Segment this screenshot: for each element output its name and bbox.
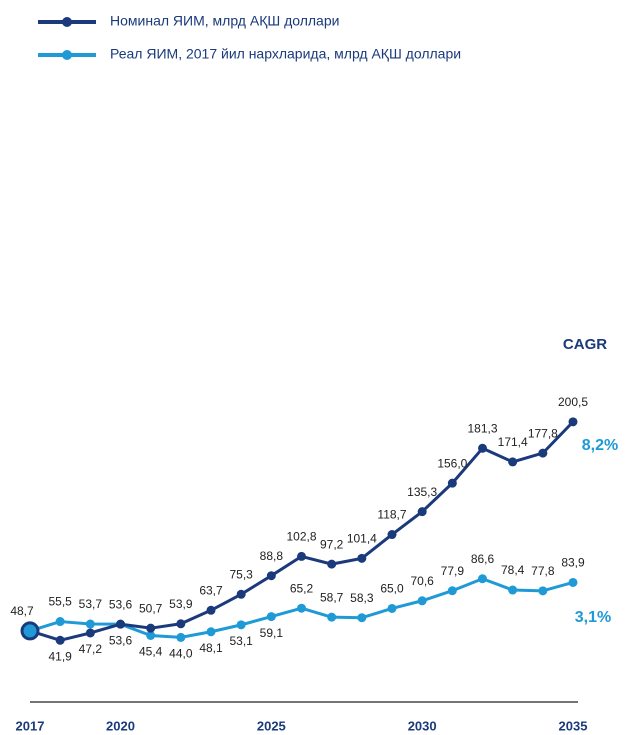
- data-point: [146, 623, 156, 633]
- data-point: [176, 632, 186, 642]
- data-point: [387, 603, 397, 613]
- data-point: [146, 630, 156, 640]
- data-label: 77,8: [531, 564, 555, 578]
- data-point: [116, 619, 125, 629]
- data-label: 177,8: [528, 426, 558, 440]
- data-label: 156,0: [437, 456, 467, 470]
- data-label: 63,7: [199, 583, 223, 597]
- data-label: 53,9: [169, 597, 193, 611]
- data-point: [357, 613, 367, 623]
- data-point: [55, 635, 65, 645]
- data-point: [266, 612, 276, 622]
- data-label: 45,4: [139, 645, 163, 659]
- data-point: [508, 457, 518, 467]
- data-label: 135,3: [407, 485, 437, 499]
- data-label: 48,1: [199, 641, 223, 655]
- data-point: [447, 478, 457, 488]
- data-label: 53,6: [109, 597, 133, 611]
- data-point: [206, 627, 216, 637]
- data-label: 88,8: [260, 549, 284, 563]
- data-label: 58,3: [350, 591, 374, 605]
- data-point: [236, 620, 246, 630]
- cagr-real: 3,1%: [575, 609, 611, 626]
- data-point: [568, 417, 578, 427]
- data-point: [206, 605, 216, 615]
- data-point: [176, 619, 186, 629]
- data-point: [55, 617, 65, 627]
- data-label: 75,3: [229, 567, 253, 581]
- data-label: 58,7: [320, 590, 344, 604]
- x-tick-label: 2025: [257, 718, 286, 733]
- data-point: [538, 586, 548, 596]
- x-tick-label: 2017: [16, 718, 45, 733]
- x-tick-label: 2020: [106, 718, 135, 733]
- data-label: 53,6: [109, 633, 133, 647]
- cagr-nominal: 8,2%: [582, 437, 618, 454]
- legend-label: Номинал ЯИМ, млрд АҚШ доллари: [110, 13, 339, 29]
- legend-marker: [62, 50, 72, 60]
- data-point: [417, 507, 427, 517]
- data-label: 101,4: [347, 532, 377, 546]
- data-point: [236, 589, 246, 599]
- data-label: 181,3: [467, 421, 497, 435]
- data-label: 118,7: [377, 508, 406, 522]
- data-label: 83,9: [561, 556, 585, 570]
- data-label: 97,2: [320, 537, 344, 551]
- data-label: 171,4: [498, 435, 528, 449]
- data-label: 70,6: [410, 574, 434, 588]
- data-label: 86,6: [471, 552, 495, 566]
- legend-marker: [62, 17, 72, 27]
- data-point: [327, 559, 337, 569]
- data-point: [568, 577, 578, 587]
- data-point: [297, 603, 306, 613]
- data-label: 47,2: [79, 642, 103, 656]
- data-label: 48,7: [10, 604, 34, 618]
- data-label: 50,7: [139, 601, 163, 615]
- data-point: [357, 553, 367, 563]
- data-label: 44,0: [169, 647, 193, 661]
- data-point: [417, 596, 427, 606]
- data-label: 55,5: [48, 595, 72, 609]
- data-point: [478, 443, 487, 453]
- data-point: [447, 586, 457, 596]
- data-point: [478, 574, 487, 584]
- x-tick-label: 2030: [408, 718, 437, 733]
- data-label: 102,8: [286, 530, 316, 544]
- data-label: 65,0: [380, 582, 404, 596]
- data-point: [508, 585, 518, 595]
- data-point: [266, 571, 276, 581]
- data-point: [85, 628, 95, 638]
- legend-label: Реал ЯИМ, 2017 йил нархларида, млрд АҚШ …: [110, 46, 461, 62]
- cagr-title: CAGR: [563, 336, 607, 353]
- data-label: 65,2: [290, 581, 314, 595]
- data-label: 41,9: [48, 649, 72, 663]
- x-tick-label: 2035: [559, 718, 588, 733]
- data-label: 200,5: [558, 395, 588, 409]
- data-label: 77,9: [441, 564, 465, 578]
- data-label: 59,1: [260, 626, 284, 640]
- data-label: 78,4: [501, 563, 525, 577]
- data-point: [85, 619, 95, 629]
- data-point: [387, 530, 397, 540]
- data-label: 53,1: [229, 634, 253, 648]
- start-point: [20, 621, 40, 641]
- data-point: [327, 612, 337, 622]
- data-point: [297, 551, 306, 561]
- data-point: [538, 448, 548, 458]
- data-label: 53,7: [79, 597, 103, 611]
